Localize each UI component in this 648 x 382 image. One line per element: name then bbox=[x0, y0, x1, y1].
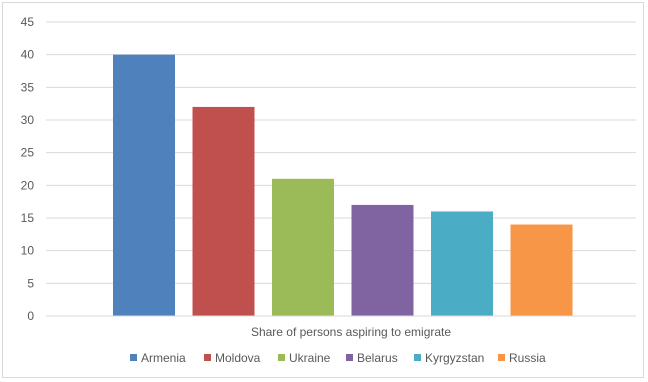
legend-label-belarus: Belarus bbox=[357, 351, 398, 365]
bar-moldova bbox=[192, 106, 255, 316]
bar-armenia bbox=[113, 54, 175, 317]
legend-swatch-kyrgyzstan bbox=[414, 354, 421, 361]
legend-swatch-moldova bbox=[204, 354, 211, 361]
legend: Armenia Moldova Ukraine Belarus Kyrgyzstan Ru… bbox=[130, 351, 546, 365]
legend-swatch-belarus bbox=[346, 354, 353, 361]
bar-russia bbox=[510, 224, 573, 316]
y-tick-label: 25 bbox=[21, 146, 35, 160]
y-axis-tick-labels: 0 5 10 15 20 25 30 35 40 45 bbox=[21, 15, 35, 323]
y-tick-label: 15 bbox=[21, 211, 35, 225]
legend-label-moldova: Moldova bbox=[215, 351, 261, 365]
bar-ukraine bbox=[272, 178, 334, 316]
legend-label-ukraine: Ukraine bbox=[289, 351, 331, 365]
y-tick-label: 35 bbox=[21, 80, 35, 94]
y-tick-label: 20 bbox=[21, 178, 35, 192]
y-tick-label: 0 bbox=[27, 309, 34, 323]
bar-belarus bbox=[351, 204, 414, 316]
legend-swatch-russia bbox=[498, 354, 505, 361]
y-tick-label: 10 bbox=[21, 244, 35, 258]
bars bbox=[113, 54, 573, 317]
y-tick-label: 30 bbox=[21, 113, 35, 127]
y-tick-label: 40 bbox=[21, 48, 35, 62]
legend-label-armenia: Armenia bbox=[141, 351, 186, 365]
legend-swatch-armenia bbox=[130, 354, 137, 361]
legend-swatch-ukraine bbox=[278, 354, 285, 361]
y-tick-label: 45 bbox=[21, 15, 35, 29]
x-axis-label: Share of persons aspiring to emigrate bbox=[251, 325, 451, 339]
y-tick-label: 5 bbox=[27, 276, 34, 290]
bar-kyrgyzstan bbox=[431, 211, 493, 316]
legend-label-russia: Russia bbox=[509, 351, 546, 365]
legend-label-kyrgyzstan: Kyrgyzstan bbox=[425, 351, 484, 365]
